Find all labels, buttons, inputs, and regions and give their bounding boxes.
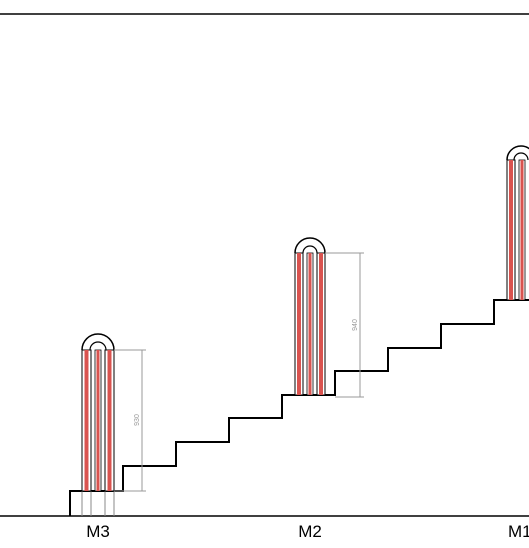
m3-arch-outer xyxy=(81,333,115,351)
m2-tube-right-core xyxy=(319,253,323,395)
m3-dimension-label: 930 xyxy=(134,414,141,426)
module-m3: 930 xyxy=(81,333,146,516)
m1-arch-outer xyxy=(506,145,529,161)
stair-profile xyxy=(69,299,529,516)
m3-tube-left-core xyxy=(84,350,89,491)
m3-arch-inner xyxy=(89,341,107,351)
m2-dimension-label: 940 xyxy=(352,319,359,331)
m3-tube-right-core xyxy=(107,350,112,491)
m3-tube-mid-core xyxy=(96,350,100,491)
module-m1 xyxy=(506,145,529,301)
m1-tube-left-core xyxy=(509,160,513,300)
m1-arch-inner xyxy=(513,152,529,161)
m2-tube-mid-core xyxy=(308,253,312,395)
m1-tube-mid-core xyxy=(520,160,524,300)
m2-arch-inner xyxy=(302,245,318,254)
m2-tube-left-core xyxy=(297,253,301,395)
label-m1: M1 xyxy=(508,522,529,541)
m2-arch-outer xyxy=(294,237,326,254)
label-m2: M2 xyxy=(298,522,322,541)
module-m2: 940 xyxy=(294,237,364,398)
label-m3: M3 xyxy=(86,522,110,541)
